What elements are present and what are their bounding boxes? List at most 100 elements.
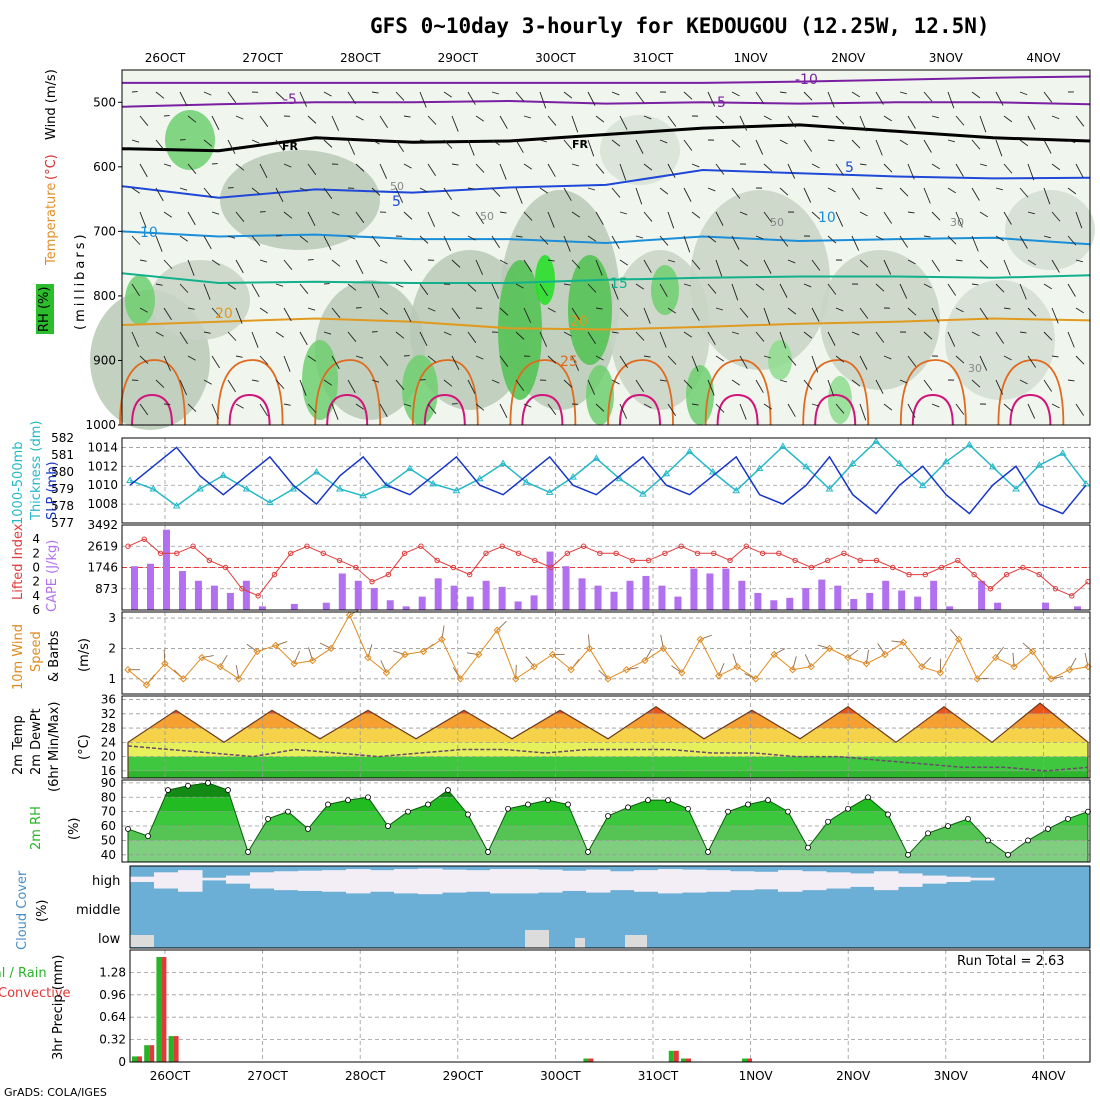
- cloud-high-gap: [682, 869, 707, 893]
- celsius-axis-label: (°C): [44, 154, 59, 180]
- wind-barb: [931, 259, 941, 272]
- li-point: [369, 578, 375, 585]
- contour-label-p25: 25: [560, 354, 578, 370]
- wind-speed-point: [308, 656, 317, 665]
- wind-barb: [835, 115, 845, 125]
- wind-barb: [971, 283, 979, 286]
- cloud-high-gap: [970, 877, 995, 881]
- wind-barb: [979, 211, 988, 218]
- wind-barb: [563, 235, 571, 252]
- temp-tick-label: 28: [101, 721, 116, 735]
- wind-barb: [907, 115, 916, 129]
- li-point: [1036, 571, 1042, 578]
- wind-barb: [155, 139, 165, 150]
- wind-barb: [491, 283, 500, 299]
- rh-shade: [125, 275, 155, 325]
- wind-barb: [979, 163, 987, 167]
- wind-speed-point: [641, 656, 649, 665]
- wind-barb: [835, 355, 845, 363]
- wind-barb: [571, 259, 581, 269]
- wind-barb: [139, 355, 149, 364]
- wind-barb: [1043, 331, 1053, 341]
- wind-speed-polyline: [127, 613, 1089, 686]
- cape-tick-label: 2619: [87, 539, 118, 553]
- li-point: [711, 550, 717, 557]
- wind-barb: [491, 139, 501, 146]
- rh-shade: [690, 190, 830, 370]
- li-point: [157, 550, 164, 557]
- temp-band: [128, 713, 1088, 729]
- li-point: [271, 571, 278, 578]
- wind-barb: [403, 403, 412, 407]
- wind-barb: [947, 235, 957, 245]
- thickness-line-point: [988, 462, 997, 470]
- wind-barb: [859, 211, 868, 217]
- wind-barb: [187, 163, 197, 174]
- precip-total-bar: [668, 1050, 674, 1062]
- cape-bar: [418, 596, 426, 610]
- temperature-contour-30: [228, 393, 271, 426]
- rh-point: [1025, 837, 1031, 844]
- cloud-high-gap: [346, 869, 371, 894]
- cape-bar: [482, 580, 490, 610]
- temperature-contour: [121, 272, 1091, 285]
- wind-barb: [499, 163, 507, 180]
- wind-barb: [947, 91, 955, 109]
- wind-barb: [955, 259, 963, 262]
- wind-barb: [763, 403, 773, 410]
- rh-point: [165, 787, 171, 793]
- wind-barb: [683, 139, 693, 151]
- wind-barb: [971, 331, 980, 337]
- wind-barb: [731, 91, 740, 97]
- rh-point: [205, 779, 211, 786]
- wind-speed-point: [382, 669, 391, 677]
- wind-barb: [1019, 283, 1027, 300]
- contour-label-p10a: 10: [140, 225, 158, 241]
- li-point: [174, 550, 180, 557]
- temperature-contour-25: [119, 359, 186, 426]
- wind-barb: [691, 355, 699, 372]
- top-day-label: 27OCT: [242, 51, 283, 65]
- wind-speed-point: [622, 665, 631, 674]
- wind-barb: [299, 235, 309, 243]
- wind-barb: [371, 379, 380, 383]
- wind-barb: [619, 115, 628, 130]
- wind-barb: [779, 235, 789, 247]
- wind-barb: [859, 259, 869, 268]
- rh-shade: [150, 260, 250, 340]
- wind-barb: [1003, 115, 1013, 123]
- wind-barb: [691, 259, 701, 270]
- wind-barb: [307, 115, 317, 124]
- cloud-level-middle: middle: [76, 903, 120, 918]
- wind-barb: [763, 211, 773, 223]
- cape-bar: [386, 600, 394, 610]
- temp-band: [128, 770, 1088, 778]
- wind-barb: [515, 331, 525, 340]
- precip-convective-bar: [161, 957, 167, 1062]
- wind-barb: [1067, 283, 1076, 297]
- top-day-label: 31OCT: [633, 51, 674, 65]
- top-day-label: 3NOV: [929, 51, 964, 65]
- wind-speed-point: [788, 665, 797, 674]
- wind-barb: [539, 283, 548, 296]
- wind-barb: [467, 187, 475, 190]
- wind-speed-point: [345, 611, 354, 619]
- wind-barb: [667, 355, 677, 365]
- cape-bar: [290, 603, 298, 610]
- wind-barb: [131, 331, 139, 348]
- wind-barb: [379, 259, 388, 264]
- wind-barb: [1067, 235, 1077, 246]
- li-point: [906, 571, 912, 578]
- wind-speed-point: [142, 681, 151, 689]
- wind-barb: [395, 139, 404, 152]
- wind-barb: [1075, 211, 1083, 229]
- wind-barb: [211, 307, 221, 317]
- cape-tick-label: 1746: [87, 561, 118, 575]
- wind-barb: [403, 163, 412, 169]
- thickness-line: [129, 440, 1087, 507]
- rh-shade: [568, 255, 612, 365]
- wind-barb: [251, 187, 261, 195]
- wind-barb: [203, 379, 212, 385]
- wind-speed-point: [1028, 647, 1037, 656]
- wind-barb: [395, 91, 405, 101]
